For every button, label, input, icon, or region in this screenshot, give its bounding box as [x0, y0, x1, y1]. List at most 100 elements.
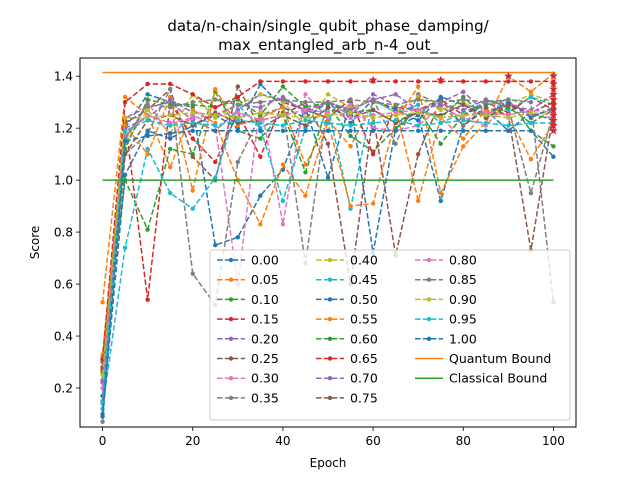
series-point-11-14	[415, 84, 421, 89]
series-point-18-7	[258, 110, 263, 115]
y-axis-label: Score	[28, 226, 42, 260]
series-point-17-6	[235, 102, 241, 107]
x-tick-label-0: 0	[99, 434, 107, 448]
series-point-19-9	[303, 118, 308, 123]
legend-label-5: 0.25	[251, 351, 279, 366]
legend-label-11: 0.55	[350, 312, 378, 327]
chart-title-line-1: data/n-chain/single_qubit_phase_damping/	[167, 17, 489, 36]
legend-entry-0: 0.00	[217, 253, 279, 268]
series-point-19-14	[415, 123, 421, 128]
series-point-18-18	[506, 115, 511, 120]
series-point-18-12	[370, 115, 376, 120]
star-marker-5	[549, 84, 558, 93]
legend-entry-20: 1.00	[415, 331, 477, 346]
series-point-20-16	[461, 128, 466, 133]
series-point-17-16	[461, 97, 466, 102]
series-line-9	[101, 96, 554, 409]
series-point-3-2	[145, 297, 150, 302]
series-point-14-13	[393, 92, 398, 97]
series-point-2-11	[348, 133, 353, 139]
legend-entry-2: 0.10	[217, 292, 279, 307]
legend-entry-16: 0.80	[415, 253, 477, 268]
x-tick-label-5: 100	[542, 434, 565, 448]
series-point-17-11	[348, 97, 353, 102]
legend-entry-8: 0.40	[316, 253, 378, 268]
legend-label-19: 0.95	[449, 312, 477, 327]
x-axis-label: Epoch	[310, 456, 347, 470]
series-point-13-1	[122, 99, 128, 105]
series-point-1-11	[348, 144, 353, 149]
x-tick-label-1: 20	[185, 434, 200, 448]
legend-marker-14	[327, 376, 333, 381]
legend-label-9: 0.45	[350, 272, 378, 287]
legend-marker-7	[228, 395, 234, 401]
series-point-13-3	[167, 81, 173, 87]
series-point-0-15	[438, 198, 443, 204]
legend-label-18: 0.90	[449, 292, 477, 307]
series-point-15-16	[461, 102, 466, 107]
series-point-20-18	[506, 128, 511, 133]
legend-marker-0	[228, 257, 234, 263]
series-point-16-4	[190, 115, 195, 120]
series-point-11-4	[190, 188, 195, 193]
legend-entry-9: 0.45	[316, 272, 378, 287]
series-point-9-3	[167, 190, 173, 196]
star-marker-0	[368, 75, 378, 84]
legend-box	[209, 249, 571, 421]
legend-entry-17: 0.85	[415, 272, 477, 287]
series-point-17-8	[280, 97, 286, 102]
star-marker-9	[549, 105, 558, 114]
legend-marker-10	[327, 297, 333, 302]
star-marker-3	[549, 71, 558, 80]
star-markers-layer	[368, 71, 558, 135]
series-point-13-18	[506, 79, 511, 84]
series-point-20-0	[100, 414, 105, 419]
series-point-19-2	[145, 118, 150, 123]
series-point-1-3	[167, 164, 173, 170]
series-line-14	[101, 93, 554, 381]
series-point-17-17	[483, 99, 489, 105]
series-point-2-7	[258, 136, 263, 141]
legend-marker-5	[228, 356, 234, 361]
legend-label-2: 0.10	[251, 292, 279, 307]
y-tick-label-2: 0.6	[54, 278, 73, 292]
legend-label-0: 0.00	[251, 253, 279, 268]
series-point-20-4	[190, 128, 195, 133]
series-point-18-8	[280, 112, 286, 118]
legend-marker-15	[327, 395, 333, 401]
series-point-3-4	[190, 136, 195, 141]
legend-marker-17	[426, 277, 432, 282]
series-point-11-9	[303, 162, 308, 167]
legend-entry-5: 0.25	[217, 351, 279, 366]
series-point-17-15	[438, 99, 443, 105]
y-tick-label-1: 0.4	[54, 330, 73, 344]
series-point-1-1	[122, 94, 128, 100]
series-point-13-19	[528, 79, 534, 84]
series-point-13-9	[303, 79, 308, 84]
legend-label-7: 0.35	[251, 390, 279, 405]
series-point-17-9	[303, 99, 308, 105]
series-point-9-8	[280, 198, 286, 204]
series-point-11-11	[348, 203, 353, 209]
legend-label-6: 0.30	[251, 371, 279, 386]
series-point-19-6	[235, 118, 241, 123]
legend-entry-4: 0.20	[217, 331, 279, 346]
series-point-20-11	[348, 128, 353, 133]
star-marker-10	[549, 110, 558, 119]
series-point-4-16	[461, 89, 466, 94]
series-point-18-4	[190, 110, 195, 115]
series-point-0-6	[235, 235, 241, 240]
series-point-19-4	[190, 120, 195, 126]
series-point-19-11	[348, 123, 353, 128]
series-point-11-15	[438, 190, 443, 196]
series-point-16-9	[303, 107, 308, 113]
x-tick-label-4: 80	[456, 434, 471, 448]
star-marker-1	[436, 75, 446, 84]
series-point-3-5	[213, 159, 218, 165]
legend-entry-22: Classical Bound	[415, 371, 547, 386]
series-point-7-16	[461, 123, 466, 128]
series-point-17-18	[506, 97, 511, 102]
series-point-18-1	[122, 115, 128, 120]
series-point-2-15	[438, 141, 443, 146]
legend-label-17: 0.85	[449, 272, 477, 287]
